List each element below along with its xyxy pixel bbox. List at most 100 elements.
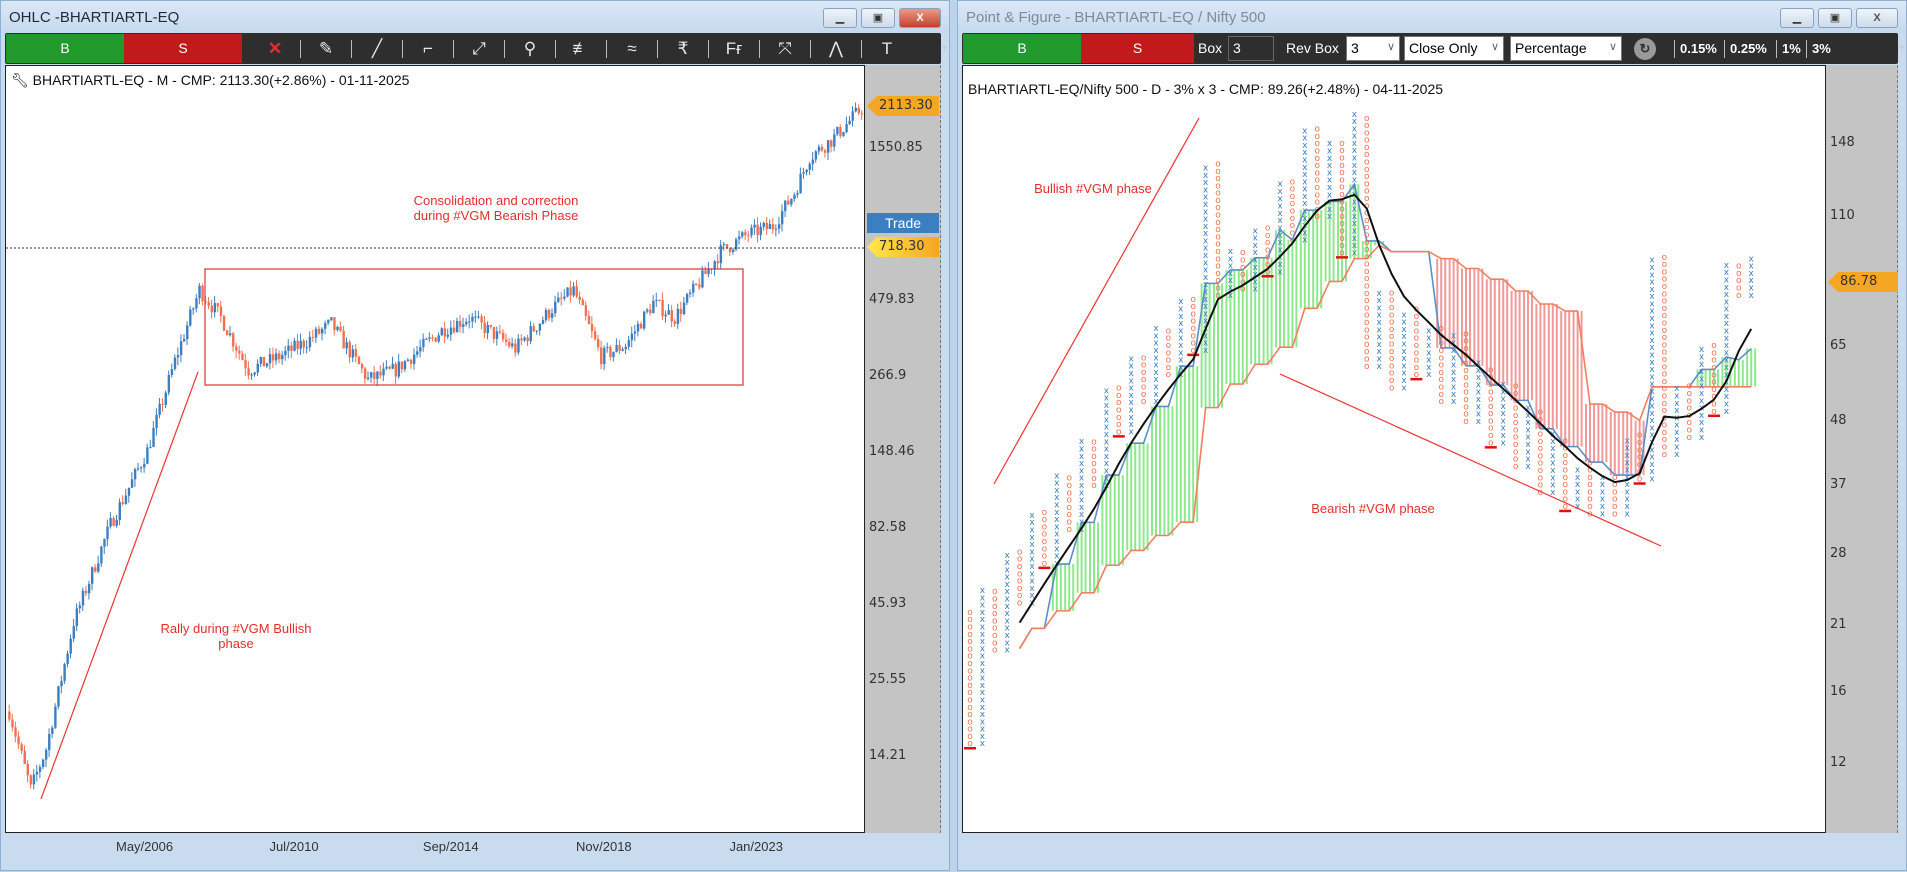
x-box: x [1153, 383, 1159, 393]
x-box: x [1649, 402, 1655, 412]
maximize-button[interactable]: ▣ [861, 8, 895, 28]
font-icon[interactable]: Fғ [725, 39, 743, 58]
rally-annotation[interactable]: Rally during #VGM Bullish phase [160, 621, 312, 651]
ray-icon[interactable]: ⌐ [423, 39, 433, 58]
consolidation-box[interactable] [204, 268, 744, 386]
x-box: x [1649, 336, 1655, 346]
x-box: x [1724, 370, 1730, 380]
trend-line-icon[interactable]: ╱ [371, 39, 383, 58]
title-bar[interactable]: Point & Figure - BHARTIARTL-EQ / Nifty 5… [958, 1, 1906, 33]
candle-body [557, 297, 560, 302]
title-bar[interactable]: OHLC -BHARTIARTL-EQ ▁ ▣ X [1, 1, 949, 33]
consolidation-annotation[interactable]: Consolidation and correction during #VGM… [413, 193, 579, 223]
price-axis[interactable] [1826, 65, 1898, 833]
candle-body [210, 305, 213, 313]
x-box: x [1029, 533, 1035, 543]
candle-body [731, 249, 735, 252]
candle-body [514, 343, 517, 353]
y-tick-label: 16 [1830, 684, 1847, 699]
x-box: x [1377, 347, 1383, 357]
candle-body [17, 736, 20, 745]
bullish-trend-line[interactable] [993, 117, 1200, 485]
o-box: o [1339, 175, 1345, 185]
candle-body [839, 127, 842, 136]
candle-body [262, 357, 266, 367]
bearish-annotation[interactable]: Bearish #VGM phase [1311, 501, 1435, 516]
o-box: o [1463, 329, 1469, 339]
candle-body [658, 299, 661, 301]
bearish-trend-line[interactable] [1279, 373, 1662, 547]
brush-icon[interactable]: ⤢ [472, 39, 486, 58]
rally-trend-line[interactable] [40, 371, 199, 800]
candle-body [422, 339, 425, 348]
buy-button[interactable]: B [963, 34, 1081, 63]
preset-2-button[interactable]: 1% [1782, 41, 1801, 56]
candle-body [483, 322, 486, 334]
x-box: x [1575, 473, 1581, 483]
method-select[interactable]: Percentage ∨ [1510, 36, 1622, 61]
delete-drawings-icon[interactable]: ✕ [267, 39, 283, 58]
sell-button[interactable]: S [1081, 34, 1194, 63]
x-box: x [1352, 219, 1358, 229]
price-chart[interactable] [5, 65, 865, 833]
x-box: x [1649, 431, 1655, 441]
o-box: o [1091, 467, 1097, 477]
o-box: o [1414, 370, 1420, 380]
o-box: o [1017, 598, 1023, 608]
close-button[interactable]: X [899, 8, 941, 28]
x-box: x [1178, 326, 1184, 336]
buy-button[interactable]: B [6, 34, 124, 63]
price-type-select[interactable]: Close Only ∨ [1404, 36, 1504, 61]
overflow-icon[interactable]: ▾ [1898, 43, 1904, 54]
trade-button[interactable]: Trade [867, 213, 939, 233]
o-box: o [1389, 332, 1395, 342]
x-box: x [1079, 445, 1085, 455]
bullish-annotation[interactable]: Bullish #VGM phase [1034, 181, 1152, 196]
minimize-button[interactable]: ▁ [823, 8, 857, 28]
box-size-input[interactable]: 3 [1228, 36, 1274, 61]
sell-button[interactable]: S [124, 34, 242, 63]
x-box: x [1079, 488, 1085, 498]
o-box: o [1066, 503, 1072, 513]
candle-body [409, 359, 413, 364]
measure-icon[interactable]: ⤧ [778, 39, 792, 58]
refresh-icon[interactable]: ↻ [1634, 38, 1656, 60]
x-box: x [1525, 462, 1531, 472]
price-level-icon[interactable]: ₹ [677, 39, 689, 58]
maximize-button[interactable]: ▣ [1818, 8, 1852, 28]
fibonacci-icon[interactable]: ≈ [627, 39, 637, 58]
wrench-icon[interactable]: 🔧︎ [11, 72, 33, 88]
o-box: o [1662, 428, 1668, 438]
x-box: x [1327, 161, 1333, 171]
candle-body [679, 308, 683, 315]
o-box: o [1141, 361, 1147, 371]
o-box: o [1240, 256, 1246, 266]
price-axis[interactable] [865, 65, 941, 833]
candle-body [69, 638, 72, 654]
pitchfork-icon[interactable]: ⚲ [523, 39, 537, 58]
preset-1-button[interactable]: 0.25% [1730, 41, 1767, 56]
candle-body [550, 313, 554, 318]
candle-body [327, 320, 330, 324]
channel-icon[interactable]: ≢ [572, 39, 590, 58]
zigzag-icon[interactable]: ⋀ [829, 39, 843, 58]
rev-box-select[interactable]: 3 ∨ [1346, 36, 1400, 61]
text-icon[interactable]: T [881, 39, 893, 58]
edit-icon[interactable]: ✎ [318, 39, 334, 58]
pf-chart[interactable] [962, 65, 1826, 833]
o-box: o [1116, 413, 1122, 423]
close-button[interactable]: X [1856, 8, 1898, 28]
x-box: x [1352, 183, 1358, 193]
candle-body [498, 331, 502, 333]
x-box: x [980, 637, 986, 647]
x-box: x [1476, 366, 1482, 376]
preset-0-button[interactable]: 0.15% [1680, 41, 1717, 56]
overflow-icon[interactable]: ▾ [941, 43, 947, 54]
preset-3-button[interactable]: 3% [1812, 41, 1831, 56]
o-box: o [1662, 311, 1668, 321]
o-box: o [1438, 383, 1444, 393]
candle-body [670, 310, 673, 322]
x-box: x [1129, 405, 1135, 415]
minimize-button[interactable]: ▁ [1780, 8, 1814, 28]
candle-body [538, 323, 542, 331]
